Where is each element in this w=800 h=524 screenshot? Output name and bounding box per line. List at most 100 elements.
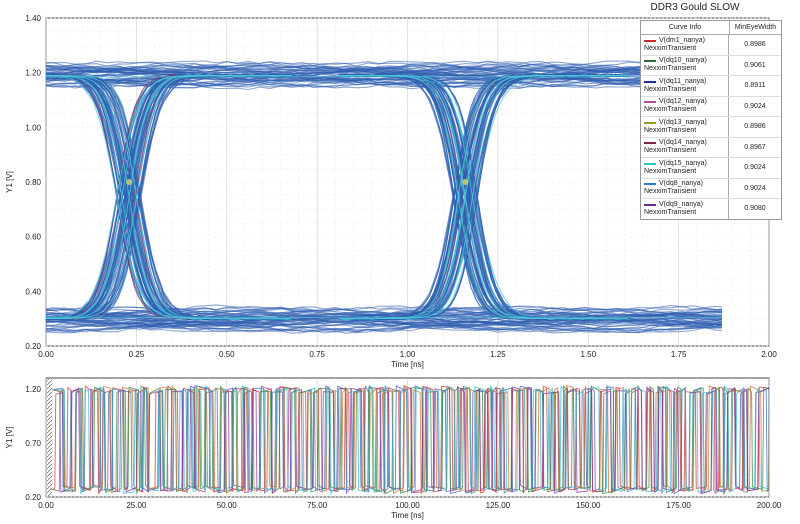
wave-x-tick-label: 150.00 <box>576 501 601 510</box>
eye-highlight-rise <box>46 74 292 320</box>
eye-x-tick-label: 0.50 <box>219 350 235 359</box>
legend-min-eye-width: 0.8986 <box>744 41 766 49</box>
eye-y-axis-label: Y1 [V] <box>5 171 14 193</box>
legend-swatch <box>644 101 656 104</box>
legend-swatch <box>644 60 656 63</box>
chart-title: DDR3 Gould SLOW <box>650 2 740 13</box>
eye-x-tick-label: 0.75 <box>309 350 325 359</box>
eye-y-tick-label: 0.40 <box>25 287 41 296</box>
legend-min-eye-width: 0.8986 <box>744 123 766 131</box>
legend-entry[interactable]: V(dq13_nanya) NexximTransient 0.8986 <box>641 117 781 138</box>
legend-curve-info: V(dm1_nanya) NexximTransient <box>641 35 729 55</box>
legend-curve-info: V(dq15_nanya) NexximTransient <box>641 158 729 178</box>
legend-series-name: V(dq13_nanya) <box>659 118 707 126</box>
wave-trace <box>54 384 769 495</box>
legend-series-name: V(dq14_nanya) <box>659 139 707 147</box>
legend-entry[interactable]: V(dq8_nanya) NexximTransient 0.9024 <box>641 178 781 199</box>
eye-trace-low <box>46 320 723 332</box>
legend-series-name: V(dm1_nanya) <box>659 36 705 44</box>
legend-series-source: NexximTransient <box>644 106 697 114</box>
eye-y-tick-label: 1.20 <box>25 69 41 78</box>
legend-series-source: NexximTransient <box>644 208 697 216</box>
legend-series-source: NexximTransient <box>644 126 697 134</box>
legend-entry[interactable]: V(dq14_nanya) NexximTransient 0.8967 <box>641 137 781 158</box>
wave-y-axis-label: Y1 [V] <box>5 427 14 449</box>
eye-y-tick-label: 0.80 <box>25 178 41 187</box>
eye-highlight-fall <box>46 74 292 320</box>
eye-y-tick-label: 1.40 <box>25 14 41 23</box>
wave-trace <box>53 384 769 495</box>
legend-rows: V(dm1_nanya) NexximTransient 0.8986 V(dq10_… <box>641 35 781 219</box>
eye-y-tick-label: 0.60 <box>25 233 41 242</box>
legend-swatch <box>644 162 656 165</box>
legend-curve-info: V(dq10_nanya) NexximTransient <box>641 55 729 75</box>
legend-series-name-row: V(dq15_nanya) <box>644 160 728 168</box>
wave-trace <box>52 384 769 495</box>
legend-swatch <box>644 142 656 145</box>
eye-x-tick-label: 1.00 <box>400 350 416 359</box>
legend-series-name-row: V(dq8_nanya) <box>644 180 728 188</box>
eye-x-tick-label: 1.50 <box>580 350 596 359</box>
legend-min-eye-width: 0.9024 <box>744 164 766 172</box>
wave-y-tick-label: 0.70 <box>25 439 41 448</box>
eye-x-tick-label: 2.00 <box>761 350 777 359</box>
legend-curve-info: V(dq9_nanya) NexximTransient <box>641 199 729 219</box>
eye-x-tick-label: 0.25 <box>129 350 145 359</box>
wave-x-tick-label: 25.00 <box>126 501 147 510</box>
eye-trace-low <box>46 318 723 331</box>
legend-entry[interactable]: V(dq15_nanya) NexximTransient 0.9024 <box>641 158 781 179</box>
wave-x-tick-label: 50.00 <box>217 501 238 510</box>
legend-swatch <box>644 183 656 186</box>
legend-series-name-row: V(dq11_nanya) <box>644 78 728 86</box>
wave-x-axis-label: Time [ns] <box>391 511 424 520</box>
legend-entry[interactable]: V(dq9_nanya) NexximTransient 0.9080 <box>641 199 781 219</box>
legend-entry[interactable]: V(dq11_nanya) NexximTransient 0.8911 <box>641 76 781 97</box>
wave-startup-region <box>47 379 53 496</box>
wave-x-tick-label: 200.00 <box>757 501 782 510</box>
legend-swatch <box>644 203 656 206</box>
eye-x-tick-label: 1.75 <box>671 350 687 359</box>
eye-trace-low <box>46 304 723 317</box>
legend-column-curve-info: Curve Info <box>641 21 730 34</box>
eye-y-tick-label: 1.00 <box>25 123 41 132</box>
legend-header: Curve Info MinEyeWidth <box>641 21 781 35</box>
wave-x-tick-label: 0.00 <box>38 501 54 510</box>
legend-entry[interactable]: V(dq10_nanya) NexximTransient 0.9061 <box>641 55 781 76</box>
transient-waveform-plot: 0.00 25.00 50.00 75.00 100.00 125.00 150.00 175… <box>5 377 782 520</box>
legend-min-eye-width: 0.9024 <box>744 102 766 110</box>
wave-y-tick-label: 0.20 <box>25 493 41 502</box>
legend-curve-info: V(dq11_nanya) NexximTransient <box>641 76 729 96</box>
wave-x-tick-label: 100.00 <box>395 501 420 510</box>
legend-column-min-eye-width: MinEyeWidth <box>734 24 777 31</box>
eye-highlight-rise <box>338 74 628 320</box>
legend-swatch <box>644 39 656 42</box>
legend[interactable]: Curve Info MinEyeWidth V(dm1_nanya) Nexxi… <box>640 20 782 220</box>
legend-series-name: V(dq15_nanya) <box>659 159 707 167</box>
wave-x-tick-label: 125.00 <box>486 501 511 510</box>
legend-series-name-row: V(dq10_nanya) <box>644 57 728 65</box>
legend-min-eye-width: 0.8967 <box>744 143 766 151</box>
legend-swatch <box>644 80 656 83</box>
wave-trace <box>52 385 769 495</box>
legend-series-source: NexximTransient <box>644 167 697 175</box>
wave-x-tick-label: 75.00 <box>307 501 328 510</box>
wave-traces <box>51 384 769 496</box>
legend-series-source: NexximTransient <box>644 188 697 196</box>
legend-series-name-row: V(dq12_nanya) <box>644 98 728 106</box>
legend-series-name: V(dq12_nanya) <box>659 98 707 106</box>
eye-crossing-hotspot <box>462 179 469 185</box>
eye-y-tick-label: 0.20 <box>25 342 41 351</box>
legend-entry[interactable]: V(dq12_nanya) NexximTransient 0.9024 <box>641 96 781 117</box>
wave-x-tick-label: 175.00 <box>666 501 691 510</box>
eye-highlight-fall <box>338 74 628 320</box>
legend-series-name-row: V(dm1_nanya) <box>644 37 728 45</box>
eye-x-tick-label: 0.00 <box>38 350 54 359</box>
legend-entry[interactable]: V(dm1_nanya) NexximTransient 0.8986 <box>641 35 781 56</box>
legend-min-eye-width: 0.8911 <box>744 82 766 90</box>
wave-y-tick-label: 1.20 <box>25 385 41 394</box>
legend-series-source: NexximTransient <box>644 147 697 155</box>
legend-curve-info: V(dq8_nanya) NexximTransient <box>641 178 729 198</box>
legend-series-name: V(dq8_nanya) <box>659 180 703 188</box>
legend-swatch <box>644 121 656 124</box>
legend-series-name: V(dq10_nanya) <box>659 57 707 65</box>
